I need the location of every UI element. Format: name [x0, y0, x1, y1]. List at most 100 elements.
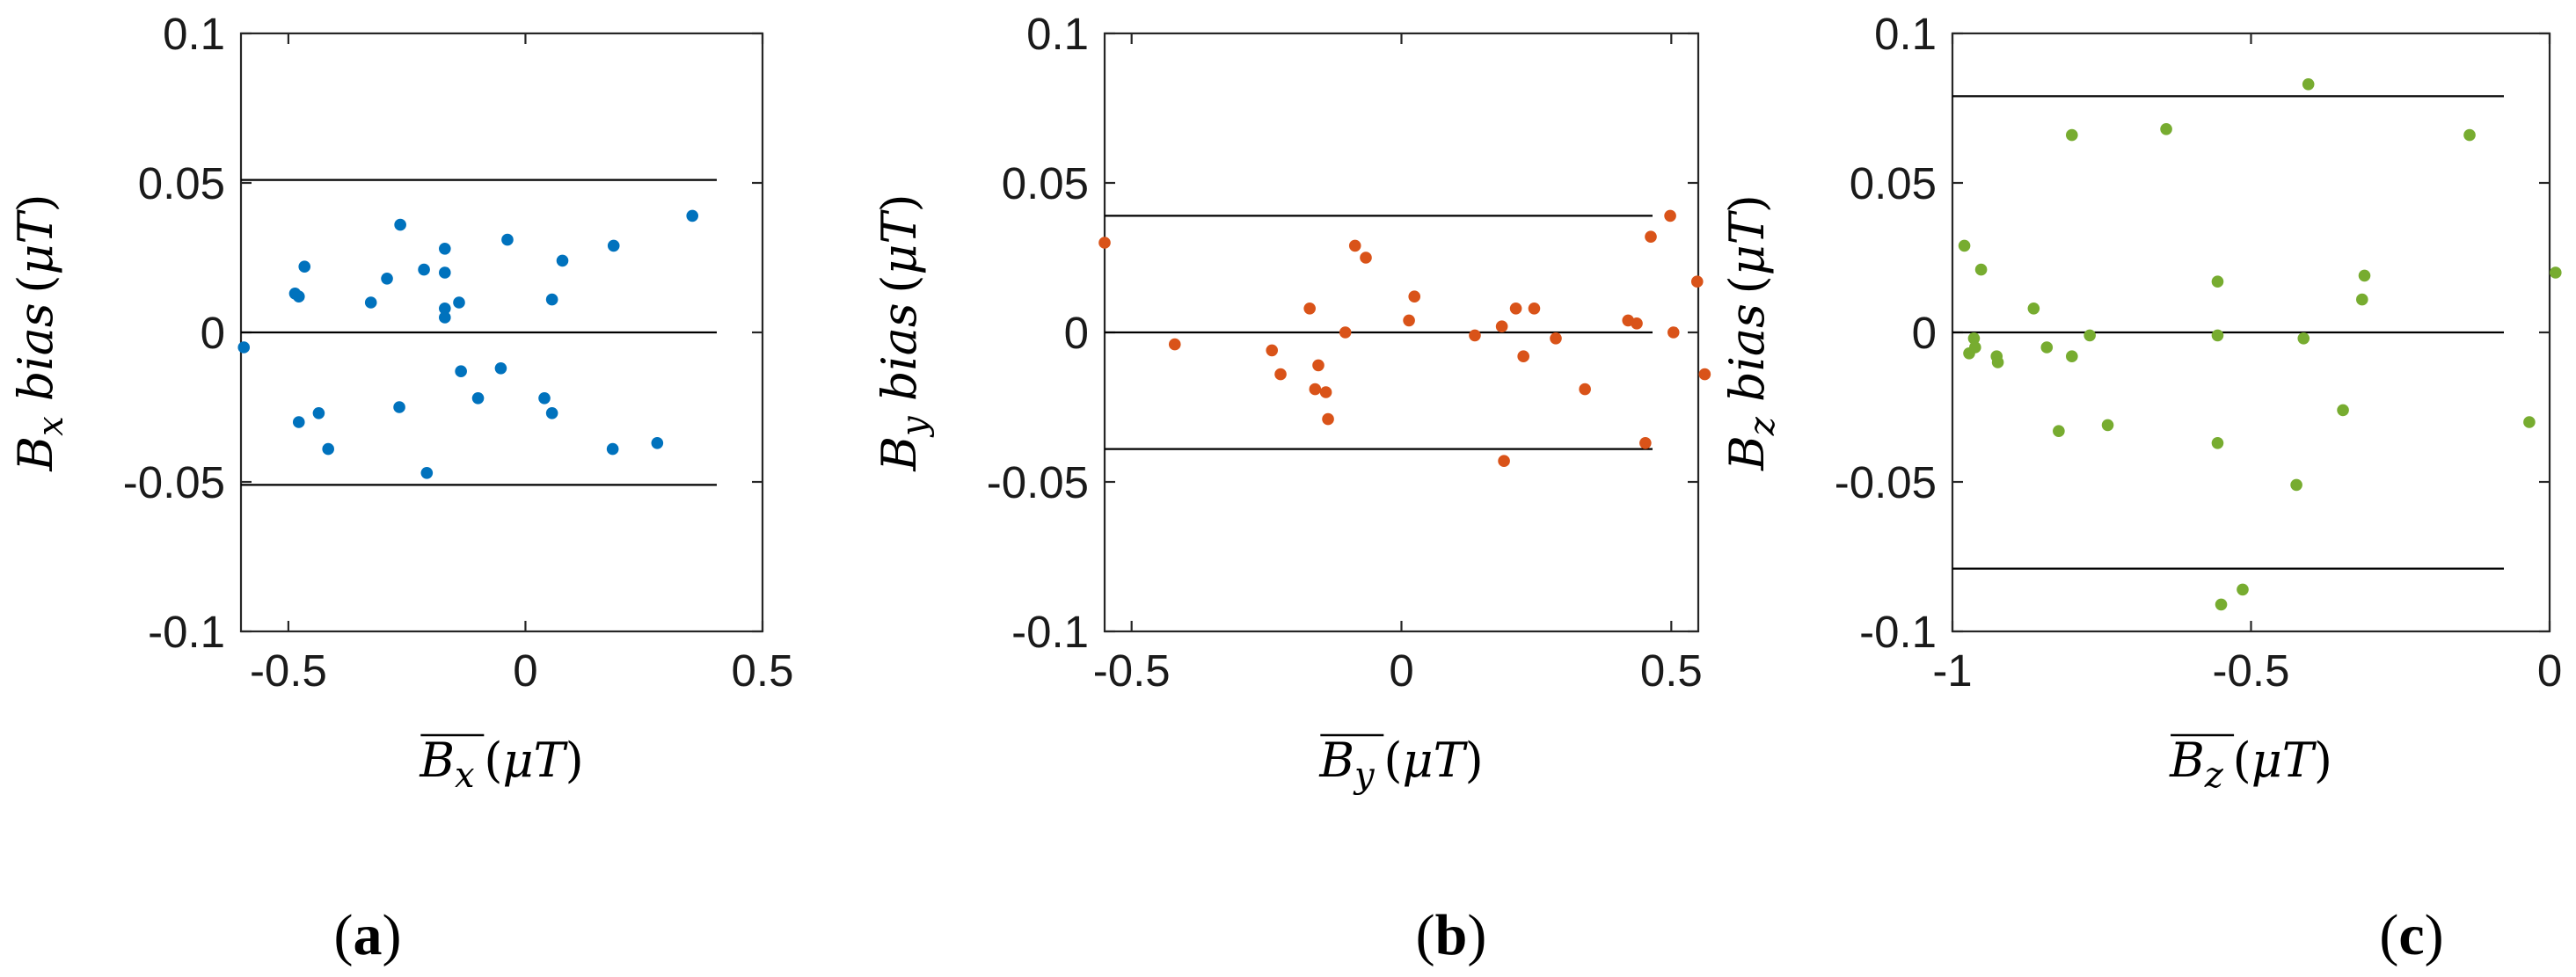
data-point — [1991, 356, 2004, 368]
x-tick-label: 0 — [513, 645, 537, 696]
data-point — [2083, 329, 2096, 342]
data-point — [1312, 359, 1324, 372]
data-point — [420, 467, 434, 479]
y-label-word: bias — [872, 303, 927, 416]
data-point — [651, 437, 664, 449]
x-label-paren: ) — [566, 733, 584, 788]
data-point — [439, 243, 451, 255]
data-point — [1639, 437, 1652, 449]
y-label-paren: ) — [8, 193, 63, 212]
x-label-symbol: B — [1318, 733, 1354, 788]
data-point — [1631, 317, 1643, 330]
y-label-paren: ( — [1719, 275, 1775, 303]
data-point — [1309, 383, 1322, 396]
y-tick-label: 0.05 — [1002, 158, 1089, 208]
x-label-paren: ( — [475, 733, 503, 788]
x-label-subscript: x — [455, 755, 475, 796]
data-point — [1403, 314, 1415, 327]
data-point — [1360, 252, 1372, 264]
panel-label-letter: c — [2398, 903, 2424, 967]
data-point — [1339, 326, 1352, 339]
x-tick-label: -0.5 — [250, 645, 327, 696]
x-tick-label: 0.5 — [1640, 645, 1703, 696]
data-point — [1664, 209, 1676, 222]
data-point — [1469, 329, 1481, 342]
chart-panel-a: 0.10.050-0.05-0.1-0.5 0 0.5Bx (μT)Bx bias … — [8, 9, 793, 967]
data-point — [1974, 263, 1988, 276]
data-point — [2040, 341, 2054, 354]
x-label-symbol: B — [2169, 733, 2205, 788]
data-point — [2355, 293, 2368, 306]
y-label-paren: ) — [872, 193, 927, 212]
x-tick-label: -0.5 — [2213, 645, 2290, 696]
y-tick-label: 0.1 — [1874, 9, 1937, 59]
data-point — [686, 209, 699, 222]
y-label-word: bias — [8, 303, 63, 416]
x-label-symbol: B — [419, 733, 455, 788]
chart-panel-c: 0.10.050-0.05-0.1-1 -0.5 0Bz (μT)Bz bias (… — [1719, 9, 2562, 967]
data-point — [292, 290, 305, 303]
y-tick-label: -0.05 — [987, 457, 1089, 507]
y-tick-label: -0.1 — [148, 607, 225, 657]
x-label-unit: μT — [1402, 733, 1468, 788]
data-point — [1408, 290, 1421, 303]
y-label-paren: ( — [872, 275, 927, 303]
y-label-symbol: B — [1719, 435, 1775, 471]
y-tick-label: 0 — [1912, 308, 1937, 358]
y-label-symbol: B — [8, 436, 63, 472]
data-point — [1168, 338, 1181, 351]
data-point — [2337, 404, 2349, 417]
data-point — [394, 218, 406, 231]
x-tick-label: 0 — [2537, 645, 2562, 696]
data-point — [545, 293, 558, 306]
y-label-unit: μT — [1719, 209, 1775, 275]
data-point — [1969, 341, 1981, 354]
data-point — [2066, 128, 2078, 142]
data-point — [1322, 412, 1334, 426]
data-point — [538, 392, 551, 405]
data-point — [1967, 332, 1981, 345]
y-tick-label: -0.1 — [1859, 607, 1937, 657]
panel-label-paren: ( — [334, 903, 354, 967]
panel-label-paren: ) — [383, 903, 402, 967]
data-point — [2463, 128, 2476, 142]
data-point — [2523, 416, 2536, 428]
data-point — [418, 263, 430, 276]
y-axis-label: Bx bias (μT) — [8, 193, 71, 471]
data-point — [381, 273, 393, 285]
y-label-unit: μT — [872, 208, 927, 274]
y-label-unit: μT — [8, 208, 63, 274]
y-axis-label: Bz bias (μT) — [1719, 194, 1783, 471]
y-tick-label: 0 — [1064, 308, 1089, 358]
x-label-paren: ) — [1465, 733, 1484, 788]
y-label-paren: ) — [1719, 194, 1775, 213]
y-tick-label: -0.1 — [1011, 607, 1089, 657]
y-tick-label: 0.05 — [1850, 158, 1937, 208]
y-tick-label: 0.1 — [1026, 9, 1089, 59]
data-point — [1319, 386, 1332, 398]
data-point — [607, 239, 620, 252]
data-point — [2066, 350, 2078, 363]
panel-label-paren: ( — [1416, 903, 1435, 967]
data-point — [1579, 383, 1591, 396]
x-label-paren: ( — [2223, 733, 2251, 788]
panel-label-letter: b — [1435, 903, 1468, 967]
data-point — [471, 392, 485, 405]
data-point — [2211, 437, 2224, 449]
data-point — [2237, 583, 2249, 596]
data-point — [1645, 230, 1657, 244]
data-point — [1550, 332, 1562, 345]
panel-label: (a) — [334, 903, 402, 967]
data-point — [1348, 239, 1361, 252]
x-label-paren: ( — [1375, 733, 1403, 788]
data-point — [2358, 269, 2371, 282]
panel-label-paren: ( — [2379, 903, 2398, 967]
data-point — [1667, 326, 1680, 339]
y-label-word: bias — [1719, 303, 1775, 417]
data-point — [439, 311, 451, 324]
panel-label: (b) — [1416, 903, 1487, 967]
data-point — [501, 233, 514, 246]
data-point — [237, 341, 251, 354]
data-point — [2211, 275, 2224, 288]
